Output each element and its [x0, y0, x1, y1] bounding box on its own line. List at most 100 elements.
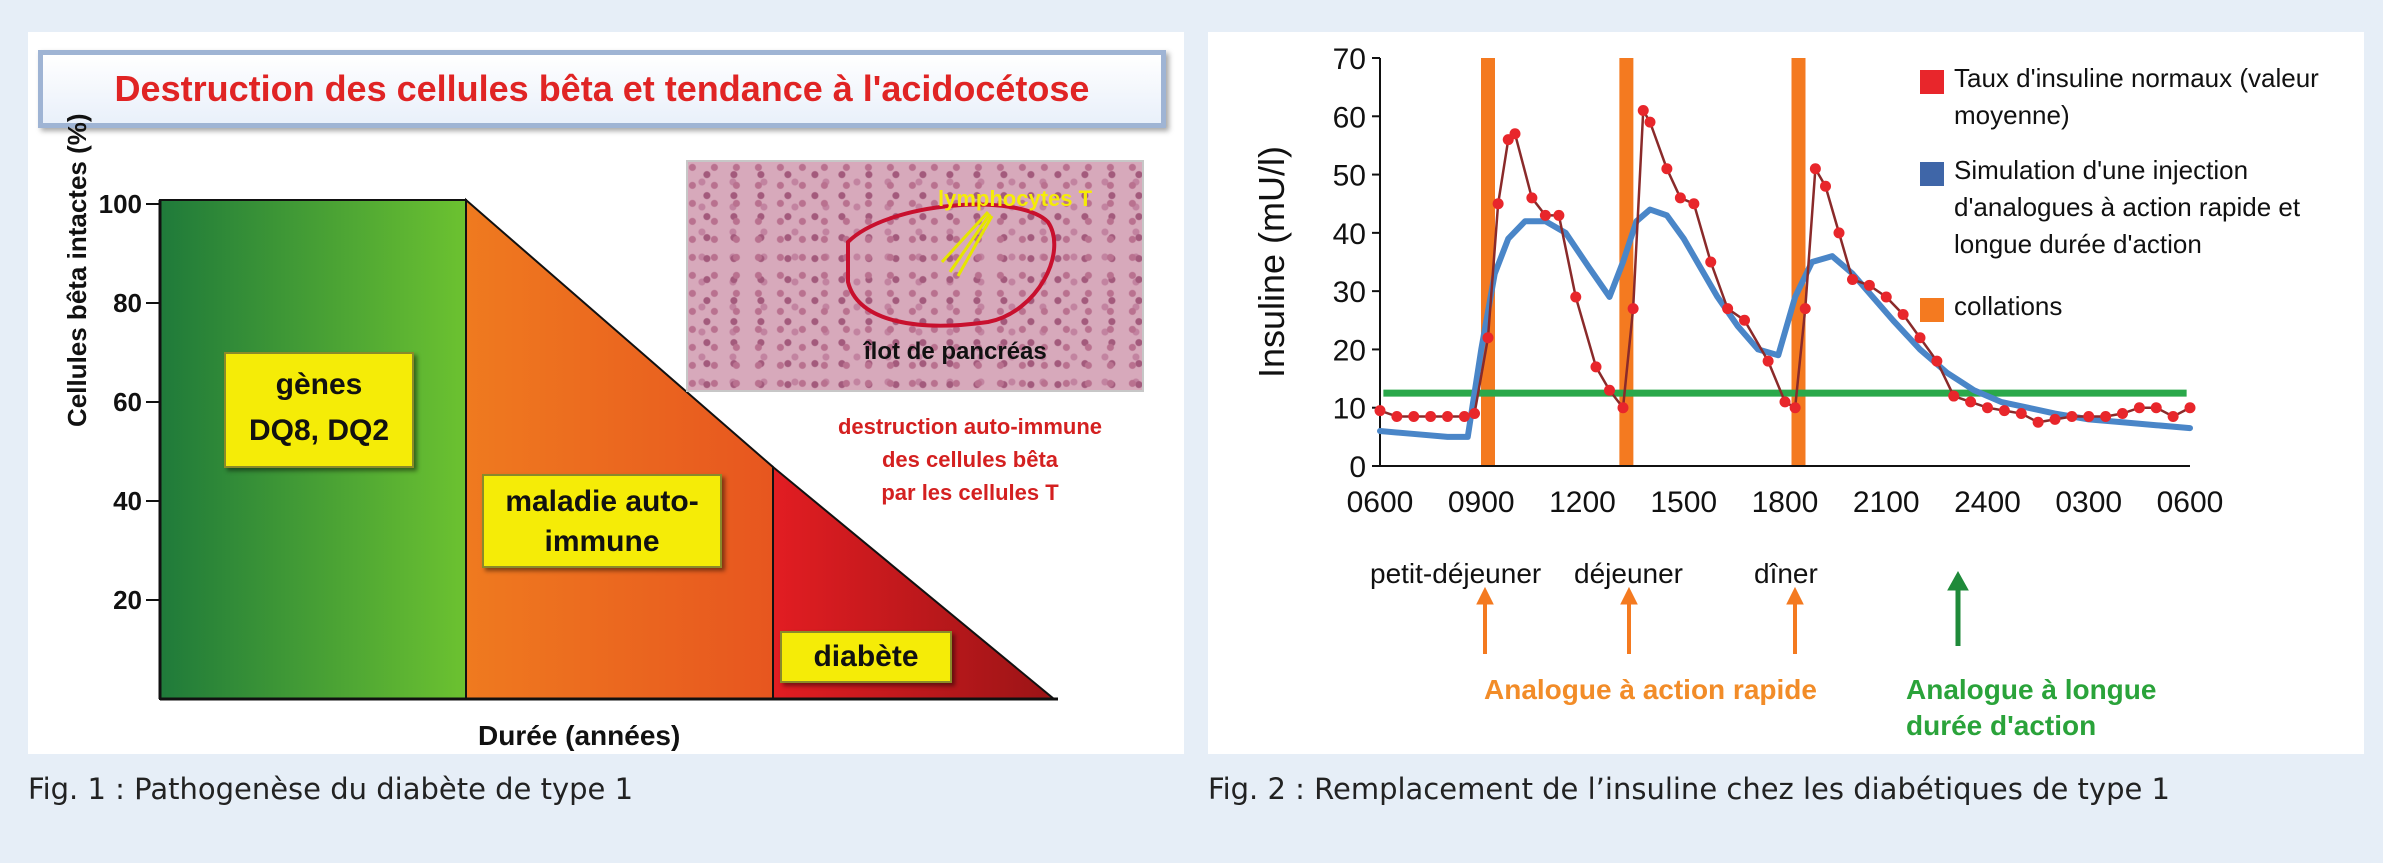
- normal-series-point: [2117, 408, 2128, 420]
- legend-swatch-normal: [1920, 70, 1944, 94]
- stage-diabetes-label: diabète: [780, 631, 952, 683]
- normal-series-point: [1688, 198, 1700, 210]
- normal-series-point: [1789, 402, 1801, 414]
- normal-series-point: [1391, 410, 1403, 422]
- legend-normal: Taux d'insuline normaux (valeur moyenne): [1954, 63, 2319, 130]
- normal-series-point: [1374, 405, 1386, 417]
- normal-series-point: [1705, 256, 1717, 268]
- normal-series-point: [1863, 279, 1875, 291]
- beta-cell-chart: [146, 197, 1058, 701]
- normal-series-point: [1661, 163, 1673, 175]
- x-tick-label: 2100: [1853, 486, 1920, 519]
- insulin-chart: 0 10 20 30 40 50 60 70 0600 0900 1200 1500 1800 2100 2…: [1251, 43, 2224, 519]
- autoimmune-note: destruction auto-immune des cellules bêt…: [837, 414, 1102, 505]
- normal-series-point: [1779, 396, 1791, 408]
- legend-swatch-simulation: [1920, 162, 1944, 186]
- stage-genes-label: gènes DQ8, DQ2: [224, 352, 414, 468]
- y-tick-label: 10: [1333, 393, 1366, 426]
- normal-series-point: [1982, 402, 1993, 414]
- collation-bar: [1619, 58, 1634, 466]
- x-tick-label: 1200: [1549, 486, 1616, 519]
- normal-series-point: [2083, 410, 2095, 422]
- normal-series-point: [1799, 303, 1811, 315]
- normal-series-point: [2167, 410, 2179, 422]
- normal-series-point: [2184, 402, 2196, 414]
- normal-series-point: [1847, 273, 1858, 285]
- normal-series-point: [2100, 410, 2112, 422]
- normal-series-point: [2066, 410, 2078, 422]
- meal-label-dinner: dîner: [1754, 558, 1818, 589]
- normal-series-point: [2133, 402, 2145, 414]
- y-tick-label: 0: [1349, 451, 1366, 484]
- normal-series-point: [1965, 396, 1977, 408]
- normal-series-point: [1739, 314, 1750, 326]
- y-tick-label: 30: [1333, 276, 1366, 309]
- normal-series-point: [1809, 163, 1821, 175]
- x-tick-label: 0600: [1347, 486, 1414, 519]
- normal-series-point: [2049, 413, 2061, 425]
- x-axis-label: Durée (années): [478, 720, 681, 751]
- y-tick-label: 70: [1333, 43, 1366, 76]
- normal-series-point: [1425, 410, 1437, 422]
- normal-series-point: [1617, 402, 1629, 414]
- normal-series-point: [1526, 192, 1538, 204]
- x-tick-label: 2400: [1954, 486, 2021, 519]
- long-analog-label: Analogue à longue durée d'action: [1906, 674, 2157, 741]
- y-axis-label: Cellules bêta intactes (%): [62, 113, 92, 427]
- islet-outline: [846, 202, 1057, 328]
- y-tick-label: 60: [1333, 101, 1366, 134]
- figure-1-panel: Destruction des cellules bêta et tendanc…: [28, 32, 1184, 754]
- figure-1-caption: Fig. 1 : Pathogenèse du diabète de type …: [28, 772, 634, 806]
- normal-series-point: [1644, 116, 1656, 128]
- x-tick-label: 0600: [2157, 486, 2224, 519]
- normal-series-point: [1674, 192, 1686, 204]
- normal-series-point: [1469, 408, 1480, 420]
- y-tick-label: 40: [1333, 218, 1366, 251]
- normal-series-point: [1637, 104, 1649, 116]
- normal-series-point: [1948, 390, 1960, 402]
- normal-series-point: [2150, 402, 2162, 414]
- normal-series-point: [1590, 361, 1602, 373]
- y-tick-label: 20: [113, 585, 142, 615]
- normal-series-point: [1998, 405, 2010, 417]
- y-tick-label: 40: [113, 486, 142, 516]
- normal-series-point: [1833, 227, 1845, 239]
- meal-label-lunch: déjeuner: [1574, 558, 1683, 589]
- normal-series-point: [1604, 384, 1615, 396]
- figure-2-caption: Fig. 2 : Remplacement de l’insuline chez…: [1208, 772, 2170, 806]
- normal-series-point: [1897, 308, 1909, 320]
- normal-series-point: [1931, 355, 1943, 367]
- normal-series-point: [1553, 209, 1565, 221]
- lymphocytes-label: lymphocytes T: [938, 186, 1093, 211]
- x-tick-label: 1500: [1650, 486, 1717, 519]
- normal-series-point: [1570, 291, 1582, 303]
- normal-series-point: [1442, 410, 1453, 422]
- normal-series-point: [1820, 180, 1831, 192]
- normal-series-point: [1627, 303, 1639, 315]
- y-axis-label: Insuline (mU/l): [1251, 146, 1292, 378]
- y-tick-label: 50: [1333, 160, 1366, 193]
- y-tick-label: 60: [113, 387, 142, 417]
- islet-label: îlot de pancréas: [864, 338, 1047, 365]
- normal-series-point: [2032, 416, 2044, 428]
- legend-simulation: Simulation d'une injection d'analogues à…: [1954, 155, 2301, 259]
- normal-series-point: [2015, 408, 2027, 420]
- normal-series-point: [1482, 332, 1494, 344]
- normal-series-point: [1509, 128, 1521, 140]
- x-tick-label: 1800: [1752, 486, 1819, 519]
- x-tick-label: 0900: [1448, 486, 1515, 519]
- normal-series-point: [1458, 410, 1470, 422]
- x-tick-label: 0300: [2055, 486, 2122, 519]
- y-tick-label: 20: [1333, 334, 1366, 367]
- collation-bar: [1791, 58, 1806, 466]
- figure-1-title: Destruction des cellules bêta et tendanc…: [38, 50, 1166, 128]
- legend-swatch-collations: [1920, 298, 1944, 322]
- normal-series-point: [1914, 332, 1926, 344]
- pancreas-islet-micrograph: lymphocytes T îlot de pancréas: [686, 160, 1144, 392]
- normal-series-point: [1762, 355, 1774, 367]
- y-tick-label: 80: [113, 288, 142, 318]
- stage-autoimmune-label: maladie auto- immune: [482, 474, 722, 568]
- normal-series-point: [1880, 291, 1892, 303]
- normal-series-point: [1722, 303, 1734, 315]
- normal-series-point: [1539, 209, 1551, 221]
